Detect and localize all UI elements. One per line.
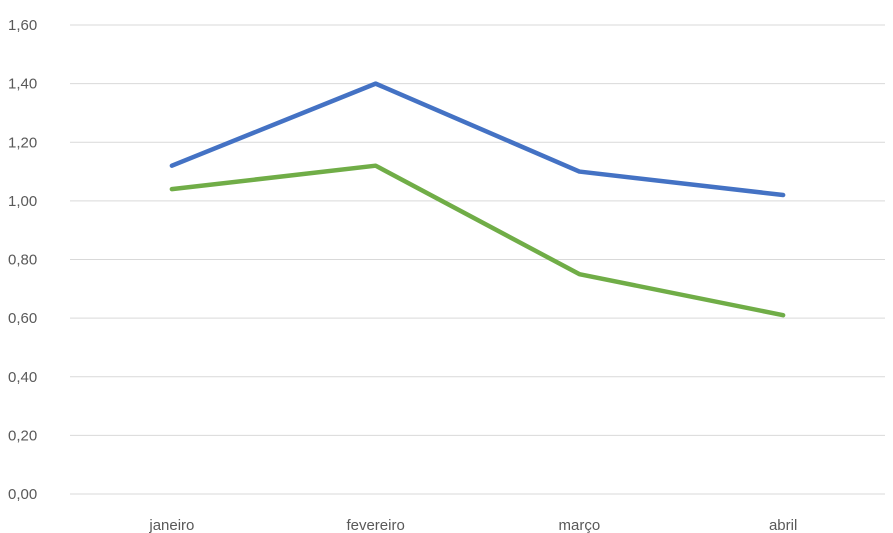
y-tick-label: 1,40 bbox=[8, 76, 37, 93]
y-tick-label: 1,20 bbox=[8, 134, 37, 151]
series-line-1 bbox=[169, 81, 786, 198]
series-lines bbox=[169, 81, 786, 318]
x-category-label: janeiro bbox=[148, 517, 194, 533]
x-category-label: fevereiro bbox=[346, 517, 404, 533]
y-tick-label: 0,00 bbox=[8, 486, 37, 503]
series-line-2 bbox=[169, 163, 786, 318]
y-tick-label: 0,40 bbox=[8, 369, 37, 386]
gridlines bbox=[70, 24, 885, 495]
x-category-label: março bbox=[559, 517, 601, 533]
y-tick-label: 0,20 bbox=[8, 427, 37, 444]
y-tick-label: 1,60 bbox=[8, 17, 37, 34]
y-axis-tick-labels: 0,00 0,20 0,40 0,60 0,80 1,00 1,20 1,40 1,60 bbox=[8, 17, 37, 503]
y-tick-label: 0,60 bbox=[8, 310, 37, 327]
x-axis-category-labels: janeiro fevereiro março abril bbox=[148, 517, 797, 533]
y-tick-label: 0,80 bbox=[8, 252, 37, 269]
y-tick-label: 1,00 bbox=[8, 193, 37, 210]
x-category-label: abril bbox=[769, 517, 797, 533]
